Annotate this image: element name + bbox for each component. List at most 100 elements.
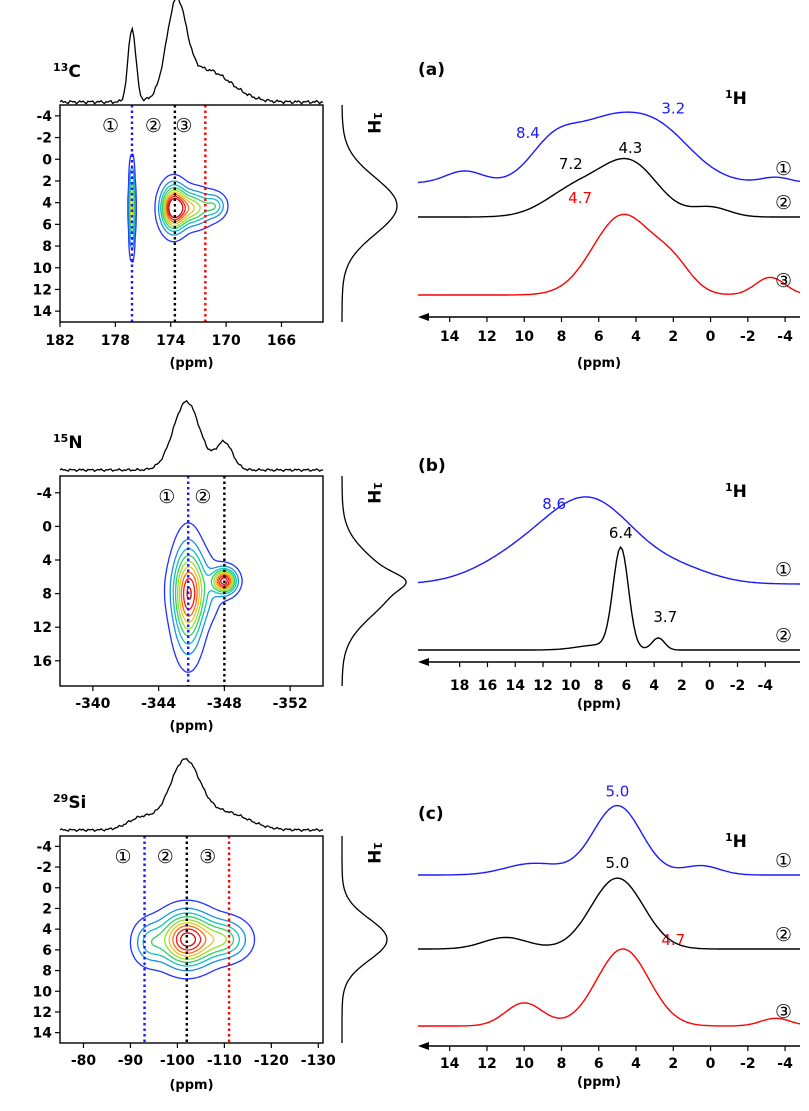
x-tick-label: 4 [631, 329, 641, 345]
x-tick-label: 18 [450, 678, 469, 694]
x-tick-label: 12 [477, 1056, 496, 1072]
side-projection [341, 836, 388, 1043]
x-tick-label: 2 [668, 329, 678, 345]
x-tick-label: -4 [777, 1056, 793, 1072]
x-tick-label: 2 [677, 678, 687, 694]
trace-line [418, 877, 800, 950]
x-axis-label: (ppm) [577, 356, 621, 371]
plot-frame [59, 475, 324, 687]
contour-panel-2: ① ② -340 -344 -348 -352 (ppm) -4 0 4 8 12 16 15N 1H [33, 399, 407, 734]
trace-line [417, 496, 800, 585]
slice-label: ① [115, 846, 132, 868]
contour-level [178, 566, 233, 624]
panel-label: (b) [418, 456, 446, 476]
contour-level [168, 197, 184, 219]
peak-label: 8.6 [542, 495, 566, 513]
panel-label: (c) [418, 804, 444, 824]
x-tick-label: -352 [273, 696, 308, 712]
contour-level [150, 916, 235, 963]
x-tick-label: -130 [301, 1053, 336, 1069]
trace-line [418, 948, 801, 1027]
x-tick-label: -2 [740, 329, 756, 345]
x-tick-label: 8 [594, 678, 604, 694]
y-tick-label: 2 [42, 174, 52, 190]
x-tick-label: 4 [631, 1056, 641, 1072]
x-axis-label: (ppm) [577, 1075, 621, 1090]
contour-level [172, 547, 237, 645]
contour-level [127, 153, 229, 263]
slice-label: ① [158, 486, 175, 508]
contour-level [166, 195, 187, 221]
contour-level [128, 167, 224, 250]
axis-arrow [418, 1042, 429, 1050]
x-tick-label: -2 [730, 678, 746, 694]
contour-level [128, 175, 221, 241]
x-tick-label: 0 [706, 1056, 716, 1072]
peak-label: 4.3 [618, 139, 642, 157]
h1-slice-panel-2: 18 16 14 12 10 8 6 4 2 0 -2 -4 (ppm) (b) 1H ② 6.4 3.7 ① 8.6 [417, 456, 800, 712]
x-tick-label: 14 [440, 1056, 460, 1072]
x-tick-label: -120 [254, 1053, 289, 1069]
x-tick-label: 6 [594, 329, 604, 345]
x-axis-label: (ppm) [577, 697, 621, 712]
x-tick-label: 14 [440, 329, 460, 345]
contour-level [175, 928, 202, 951]
x-tick-label: 6 [594, 1056, 604, 1072]
contour-level [180, 571, 232, 618]
y-tick-label: -4 [36, 486, 52, 502]
trace-id-label: ① [775, 850, 792, 872]
top-projection [59, 399, 324, 473]
x-tick-label: 0 [706, 329, 716, 345]
x-tick-label: 178 [101, 333, 130, 349]
x-tick-label: 0 [705, 678, 715, 694]
x-tick-label: 6 [621, 678, 631, 694]
y-tick-label: 12 [33, 1005, 52, 1021]
contour-level [165, 193, 190, 223]
trace-id-label: ① [775, 158, 792, 180]
x-tick-label: 14 [505, 678, 525, 694]
peak-label: 5.0 [605, 854, 629, 872]
x-tick-label: -80 [71, 1053, 97, 1069]
y-tick-label: 4 [42, 196, 52, 212]
y-tick-label: 0 [42, 881, 52, 897]
x-tick-label: 174 [156, 333, 185, 349]
y-tick-label: 10 [33, 261, 53, 277]
contour-level [136, 907, 247, 972]
nucleus-label: 29Si [53, 792, 86, 813]
contour-level [180, 932, 197, 947]
y-tick-label: 10 [33, 984, 53, 1000]
side-nucleus-label: 1H [363, 842, 384, 864]
contour-level [163, 919, 227, 960]
nucleus-label: 15N [53, 432, 83, 453]
x-tick-label: -110 [207, 1053, 242, 1069]
contour-level [174, 554, 236, 637]
slice-label: ③ [199, 846, 216, 868]
trace-id-label: ① [775, 559, 792, 581]
trace-line [418, 213, 801, 296]
peak-label: 7.2 [559, 155, 583, 173]
trace-id-label: ③ [775, 270, 792, 292]
slice-label: ② [145, 115, 162, 137]
trace-line [418, 545, 800, 651]
y-tick-label: 0 [42, 152, 52, 168]
x-tick-label: -344 [141, 696, 176, 712]
contour-panel-3: ① ② ③ -80 -90 -100 -110 -120 -130 (ppm) -4 -2 0 2 4 6 8 1… [33, 757, 388, 1093]
x-tick-label: -4 [777, 329, 793, 345]
y-tick-label: 6 [42, 217, 52, 233]
x-tick-label: 166 [267, 333, 296, 349]
side-nucleus-label: 1H [363, 482, 384, 504]
trace-id-label: ② [775, 625, 792, 647]
trace-line [417, 111, 801, 184]
contour-level [182, 575, 230, 611]
slice-label: ③ [175, 115, 192, 137]
nucleus-label: 1H [725, 831, 747, 852]
x-tick-label: 182 [45, 333, 74, 349]
peak-label: 4.7 [661, 931, 685, 949]
x-tick-label: -340 [75, 696, 110, 712]
contour-level [176, 560, 234, 630]
y-tick-label: 4 [42, 553, 52, 569]
x-axis-label: (ppm) [169, 719, 213, 734]
x-axis-label: (ppm) [169, 1078, 213, 1093]
x-tick-label: -4 [757, 678, 773, 694]
top-projection [59, 757, 324, 833]
